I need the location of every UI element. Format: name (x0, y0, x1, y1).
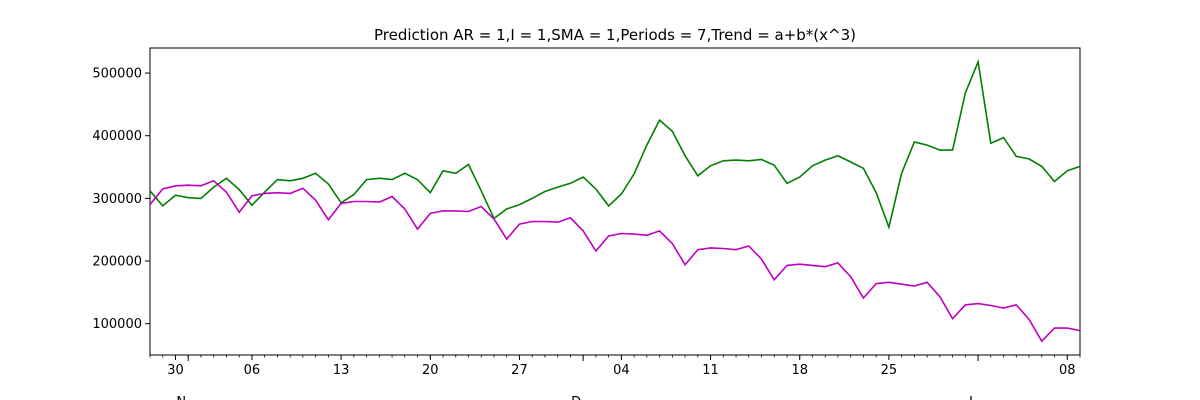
x-month-label: J (968, 395, 973, 400)
x-tick-label: 13 (333, 363, 350, 378)
x-tick-label: 27 (511, 363, 528, 378)
x-tick-label: 04 (613, 363, 630, 378)
plot-area-frame (149, 47, 1081, 356)
x-tick-label: 20 (422, 363, 439, 378)
series-line-1 (149, 58, 1081, 230)
y-tick-label: 200000 (92, 255, 142, 270)
x-tick-label: 06 (244, 363, 261, 378)
y-tick-label: 100000 (92, 317, 142, 332)
chart-title: Prediction AR = 1,I = 1,SMA = 1,Periods … (374, 26, 856, 44)
x-tick-label: 30 (167, 363, 184, 378)
y-tick-label: 400000 (92, 129, 142, 144)
y-axis: 100000 200000 300000 400000 500000 (92, 67, 150, 332)
y-tick-label: 500000 (92, 67, 142, 82)
x-tick-label: 18 (791, 363, 808, 378)
y-tick-label: 300000 (92, 192, 142, 207)
x-tick-label: 25 (881, 363, 898, 378)
x-month-label: N (176, 395, 186, 400)
x-axis: 30 06 13 20 27 04 11 18 25 08 N D J (149, 355, 1081, 400)
x-month-label: D (571, 395, 581, 400)
series-layer (149, 58, 1081, 343)
x-tick-label: 08 (1059, 363, 1076, 378)
x-tick-label: 11 (702, 363, 719, 378)
series-line-2 (149, 179, 1081, 343)
